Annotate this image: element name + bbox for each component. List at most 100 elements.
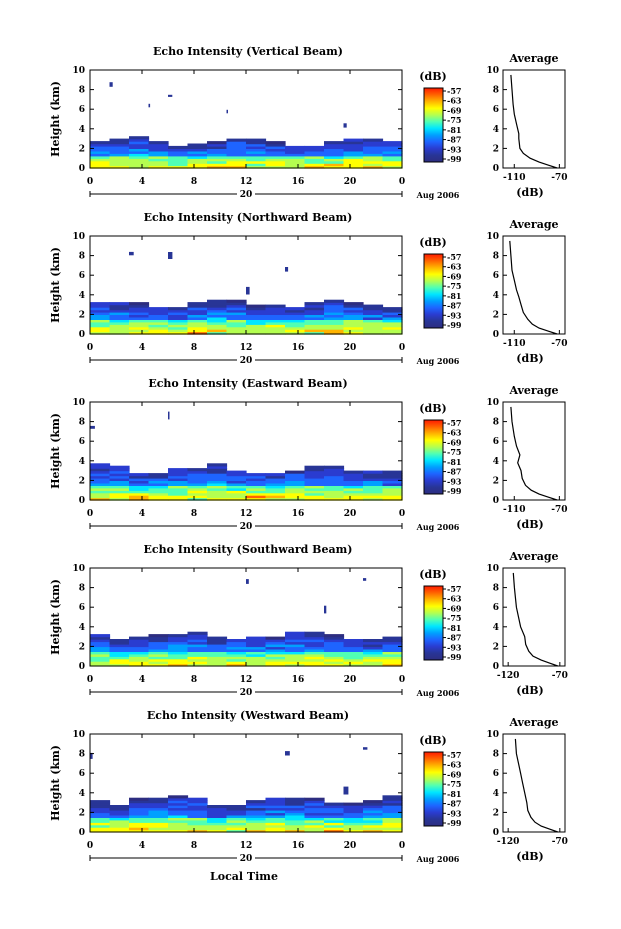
heatmap-cell — [226, 314, 247, 318]
heatmap-cell — [109, 482, 130, 486]
heatmap-cell — [382, 487, 403, 491]
heatmap-cell — [207, 324, 228, 328]
heatmap-cell — [129, 329, 150, 333]
heatmap-cell — [285, 153, 306, 157]
heatmap-cell — [226, 810, 247, 814]
heatmap-cell — [343, 658, 364, 662]
heatmap-cell — [168, 805, 189, 809]
heatmap-cell — [265, 307, 286, 311]
heatmap-cell — [207, 307, 228, 311]
profile-y-tick-label: 0 — [493, 496, 499, 506]
heatmap-cell — [363, 497, 384, 501]
heatmap-cell — [343, 150, 364, 154]
heatmap-cell — [265, 819, 286, 823]
heatmap-cell — [109, 319, 130, 323]
heatmap-cell — [187, 155, 208, 159]
heatmap-cell — [90, 316, 111, 320]
heatmap-cell — [363, 644, 384, 648]
heatmap-cell — [285, 817, 306, 821]
heatmap-cell — [90, 812, 111, 816]
heatmap-cell — [304, 321, 325, 325]
heatmap-cell — [246, 641, 267, 645]
heatmap-cell — [226, 663, 247, 667]
heatmap-cell — [187, 485, 208, 489]
heatmap-cell — [382, 663, 403, 667]
heatmap-cell — [382, 160, 403, 164]
heatmap-cell — [168, 817, 189, 821]
heatmap-cell — [363, 829, 384, 833]
heatmap-cell — [148, 797, 169, 801]
heatmap-cell — [148, 477, 169, 481]
heatmap-cell — [148, 800, 169, 804]
heatmap-cell — [109, 639, 130, 643]
heatmap-cell — [187, 487, 208, 491]
heatmap-cell — [226, 487, 247, 491]
heatmap-cell — [285, 158, 306, 162]
colorbar-tick-label: -87 — [447, 301, 461, 311]
profile-y-tick-label: 4 — [493, 291, 499, 301]
heatmap-cell — [285, 487, 306, 491]
day-label-bg — [237, 189, 255, 199]
heatmap-cell — [187, 814, 208, 818]
heatmap-cell — [343, 316, 364, 320]
heatmap-cell — [226, 812, 247, 816]
y-tick-label: 4 — [79, 789, 85, 799]
heatmap-cell — [226, 307, 247, 311]
profile-frame — [502, 69, 566, 169]
heatmap-cell — [285, 653, 306, 657]
heatmap-cell — [265, 812, 286, 816]
colorbar-tick-label: -63 — [447, 96, 462, 106]
heatmap-cell — [285, 473, 306, 477]
heatmap-cell — [324, 807, 345, 811]
heatmap-cell — [324, 487, 345, 491]
heatmap-cell — [168, 648, 189, 652]
heatmap-cell — [187, 824, 208, 828]
heatmap-cell — [265, 824, 286, 828]
heatmap-cell — [168, 316, 189, 320]
heatmap-cell — [304, 797, 325, 801]
heatmap-cell — [187, 631, 208, 635]
x-tick-label: 0 — [87, 675, 93, 685]
heatmap-cell — [207, 299, 228, 303]
heatmap-cell — [109, 658, 130, 662]
heatmap-cell — [285, 311, 306, 315]
heatmap-cell — [109, 805, 130, 809]
heatmap-cell — [168, 163, 189, 167]
heatmap-cell — [304, 631, 325, 635]
heatmap-cell — [343, 160, 364, 164]
heatmap-cell — [148, 329, 169, 333]
heatmap-cell — [226, 824, 247, 828]
heatmap-cell — [187, 663, 208, 667]
heatmap-cell — [246, 326, 267, 330]
heatmap-cell — [90, 653, 111, 657]
day-label: 20 — [240, 854, 253, 864]
y-tick-label: 2 — [79, 808, 85, 818]
heatmap-cell — [363, 326, 384, 330]
heatmap-cell — [343, 158, 364, 162]
heatmap-cell — [324, 812, 345, 816]
heatmap-cell — [226, 497, 247, 501]
x-tick-label: 4 — [139, 675, 145, 685]
heatmap-cell — [382, 492, 403, 496]
heatmap-cell — [148, 822, 169, 826]
heatmap-cell — [109, 822, 130, 826]
heatmap-cell — [187, 495, 208, 499]
heatmap-cell — [324, 160, 345, 164]
x-tick-label: 20 — [344, 675, 357, 685]
heatmap-cell — [265, 160, 286, 164]
heatmap-cell — [343, 822, 364, 826]
heatmap-cell — [148, 311, 169, 315]
heatmap-cell — [363, 648, 384, 652]
panel-2: Echo Intensity (Northward Beam) Height (k… — [49, 211, 567, 366]
heatmap-cell — [265, 810, 286, 814]
heatmap-cell — [304, 465, 325, 469]
heatmap-cell — [285, 148, 306, 152]
heatmap-cell — [324, 155, 345, 159]
heatmap-cell — [304, 822, 325, 826]
heatmap-cell — [382, 141, 403, 145]
heatmap-cell — [168, 658, 189, 662]
y-tick-label: 6 — [79, 105, 85, 115]
heatmap-cell — [168, 148, 189, 152]
heatmap-cell — [304, 663, 325, 667]
heatmap-cell — [207, 805, 228, 809]
